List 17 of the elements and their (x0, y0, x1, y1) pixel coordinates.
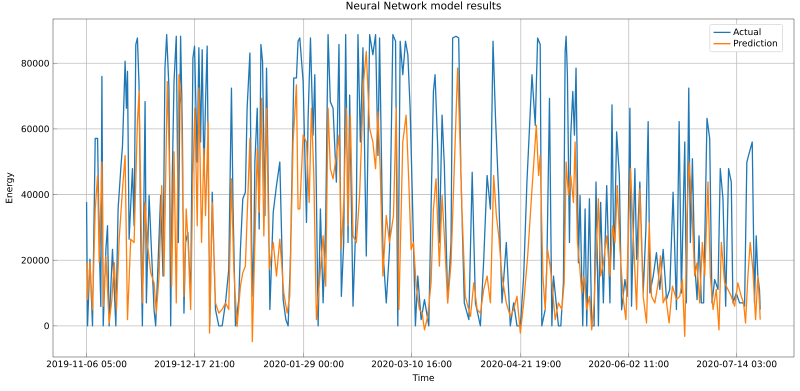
x-tick-label: 2019-12-17 21:00 (154, 360, 234, 368)
x-tick-label: 2020-07-14 03:00 (696, 360, 776, 368)
chart-title: Neural Network model results (346, 1, 501, 10)
y-tick-label: 0 (44, 322, 49, 330)
legend-label: Prediction (734, 40, 777, 46)
x-tick-label: 2019-11-06 05:00 (46, 360, 126, 368)
x-axis-title: Time (412, 374, 434, 382)
legend-label: Actual (733, 28, 760, 36)
y-axis-title: Energy (6, 172, 14, 203)
y-tick-label: 80000 (22, 60, 49, 67)
y-tick-label: 40000 (21, 191, 49, 198)
x-tick-label: 2020-03-10 16:00 (372, 360, 452, 368)
x-tick-label: 2020-01-29 00:00 (264, 360, 344, 368)
y-tick-label: 20000 (22, 256, 49, 264)
x-tick-label: 2020-04-21 19:00 (481, 360, 561, 368)
x-tick-label: 2020-06-02 11:00 (588, 360, 668, 368)
y-tick-label: 60000 (22, 126, 49, 132)
